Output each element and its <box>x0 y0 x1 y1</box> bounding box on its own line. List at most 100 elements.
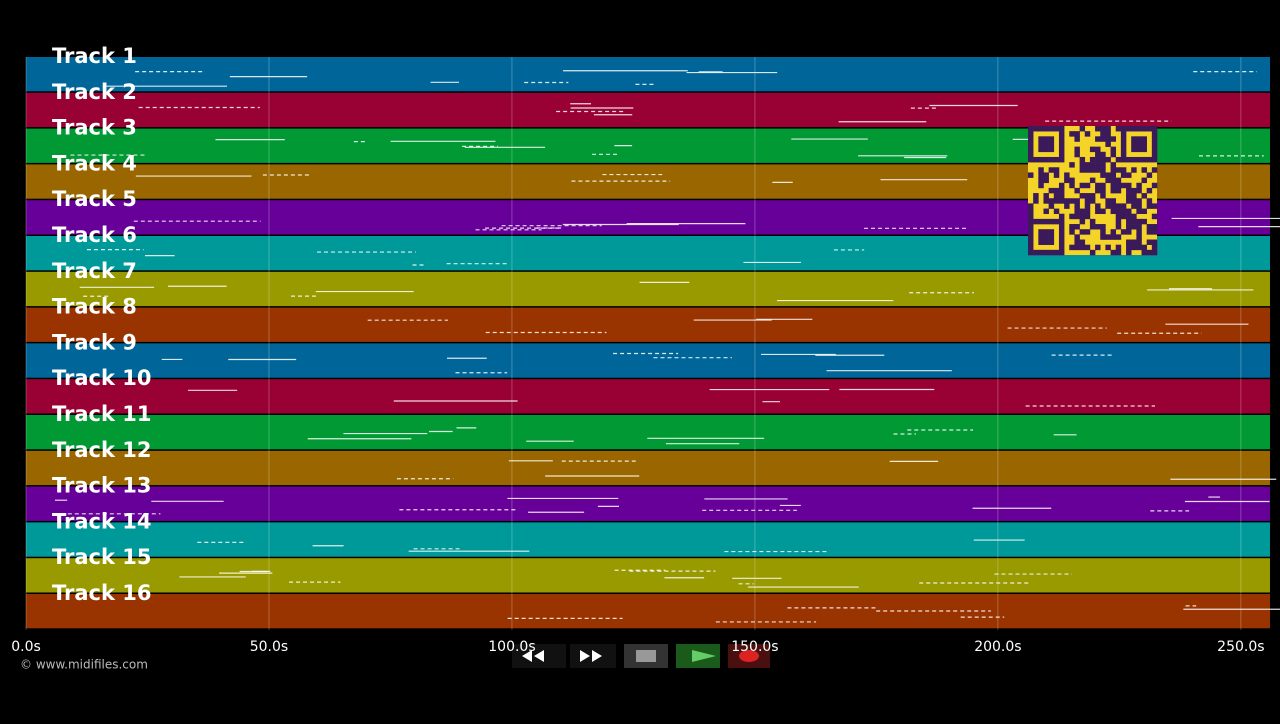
qr-cell <box>1043 126 1049 132</box>
qr-cell <box>1038 239 1044 245</box>
qr-cell <box>1074 136 1080 142</box>
qr-cell <box>1028 156 1034 163</box>
qr-cell <box>1079 156 1086 163</box>
qr-cell <box>1136 234 1142 240</box>
qr-cell <box>1136 187 1142 194</box>
qr-cell <box>1095 187 1101 194</box>
qr-cell <box>1069 162 1075 168</box>
track-row <box>26 486 1270 521</box>
qr-cell <box>1141 136 1147 142</box>
qr-cell <box>1038 218 1044 225</box>
qr-cell <box>1100 208 1106 215</box>
qr-cell <box>1146 229 1153 235</box>
qr-cell <box>1141 156 1147 163</box>
qr-cell <box>1126 239 1132 245</box>
qr-cell <box>1110 198 1117 204</box>
qr-cell <box>1126 249 1132 256</box>
qr-cell <box>1074 146 1080 153</box>
qr-cell <box>1084 162 1091 168</box>
qr-cell <box>1074 224 1080 230</box>
qr-cell <box>1151 203 1158 209</box>
qr-cell <box>1079 218 1086 225</box>
qr-cell <box>1120 156 1127 163</box>
qr-cell <box>1058 224 1065 230</box>
qr-cell <box>1136 208 1142 215</box>
qr-cell <box>1100 162 1106 168</box>
x-tick-label: 150.0s <box>731 639 778 655</box>
qr-cell <box>1126 182 1132 189</box>
qr-cell <box>1136 136 1142 142</box>
track-row <box>26 522 1270 557</box>
qr-cell <box>1074 151 1080 158</box>
qr-cell <box>1146 198 1153 204</box>
qr-cell <box>1084 229 1091 235</box>
qr-cell <box>1058 126 1065 132</box>
qr-cell <box>1136 224 1142 230</box>
qr-cell <box>1084 244 1091 251</box>
qr-cell <box>1110 151 1117 158</box>
qr-cell <box>1084 131 1091 137</box>
qr-cell <box>1058 141 1065 147</box>
qr-cell <box>1069 224 1075 230</box>
qr-cell <box>1058 187 1065 194</box>
qr-cell <box>1120 136 1127 142</box>
qr-cell <box>1053 167 1060 173</box>
qr-cell <box>1033 126 1039 132</box>
track-row <box>26 594 1270 629</box>
qr-cell <box>1058 229 1065 235</box>
qr-cell <box>1058 234 1065 240</box>
qr-cell <box>1095 151 1101 158</box>
qr-cell <box>1038 136 1044 142</box>
qr-cell <box>1043 239 1049 245</box>
qr-cell <box>1079 244 1086 251</box>
qr-cell <box>1141 126 1147 132</box>
qr-cell <box>1079 167 1086 173</box>
track-label: Track 7 <box>52 259 137 283</box>
qr-cell <box>1038 234 1044 240</box>
qr-cell <box>1038 182 1044 189</box>
qr-cell <box>1043 193 1049 199</box>
qr-cell <box>1058 193 1065 199</box>
qr-cell <box>1079 239 1086 245</box>
qr-cell <box>1141 146 1147 153</box>
qr-cell <box>1095 182 1101 189</box>
qr-cell <box>1146 203 1153 209</box>
qr-cell <box>1126 213 1132 220</box>
qr-cell <box>1033 218 1039 225</box>
qr-cell <box>1126 244 1132 251</box>
qr-cell <box>1151 131 1158 137</box>
qr-cell <box>1136 156 1142 163</box>
qr-cell <box>1079 126 1086 132</box>
qr-cell <box>1058 244 1065 251</box>
qr-cell <box>1115 167 1122 173</box>
qr-cell <box>1048 249 1055 256</box>
qr-cell <box>1084 213 1091 220</box>
qr-cell <box>1079 162 1086 168</box>
qr-cell <box>1126 229 1132 235</box>
qr-cell <box>1084 182 1091 189</box>
qr-cell <box>1126 218 1132 225</box>
qr-cell <box>1084 167 1091 173</box>
qr-cell <box>1074 131 1080 137</box>
qr-cell <box>1084 193 1091 199</box>
qr-cell <box>1131 187 1137 194</box>
qr-cell <box>1100 224 1106 230</box>
qr-cell <box>1028 213 1034 220</box>
qr-cell <box>1141 167 1147 173</box>
qr-cell <box>1079 208 1086 215</box>
qr-cell <box>1028 208 1034 215</box>
track-row <box>26 57 1270 92</box>
x-tick-label: 50.0s <box>250 639 288 655</box>
qr-cell <box>1151 213 1158 220</box>
qr-cell <box>1058 239 1065 245</box>
qr-cell <box>1069 177 1075 184</box>
qr-cell <box>1048 126 1055 132</box>
qr-cell <box>1131 156 1137 163</box>
qr-cell <box>1084 198 1091 204</box>
controls <box>512 644 770 668</box>
qr-cell <box>1043 229 1049 235</box>
qr-cell <box>1151 136 1158 142</box>
qr-cell <box>1058 249 1065 256</box>
qr-cell <box>1126 172 1132 178</box>
